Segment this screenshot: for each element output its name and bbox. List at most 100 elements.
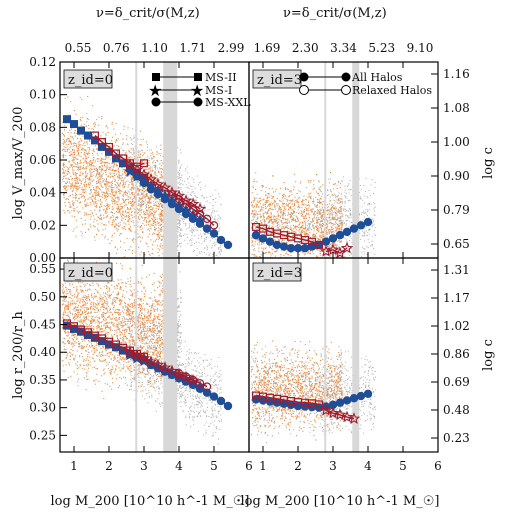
data-point xyxy=(188,204,198,214)
panel-frame xyxy=(248,257,439,453)
legend-all-marker-b xyxy=(341,72,351,82)
data-point xyxy=(216,235,226,245)
right-tick-label: 1.31 xyxy=(443,263,470,277)
data-point xyxy=(62,321,71,330)
frame-layer xyxy=(59,61,439,453)
data-point xyxy=(333,408,347,421)
data-point xyxy=(123,158,137,171)
top-tick-label: 2.99 xyxy=(218,41,245,55)
y-tick-label: 0.10 xyxy=(29,88,56,102)
data-point xyxy=(202,388,212,397)
grey-band xyxy=(324,258,327,452)
data-point xyxy=(165,364,179,377)
x-tick-label: 6 xyxy=(434,459,442,473)
y-axis-title-top: log V_max/V_200 xyxy=(11,107,26,220)
legend-square-marker-b xyxy=(194,73,202,81)
data-point xyxy=(340,410,354,423)
series-line xyxy=(171,193,215,226)
y-tick-label: 0.40 xyxy=(29,345,56,359)
top-tick-label: 2.30 xyxy=(292,41,319,55)
series-line xyxy=(178,372,208,388)
data-point xyxy=(209,221,219,230)
data-point xyxy=(335,398,345,407)
x-tick-label: 4 xyxy=(364,459,372,473)
data-point xyxy=(62,115,71,124)
data-point xyxy=(326,406,340,419)
data-point xyxy=(158,181,172,193)
right-tick-label: 0.90 xyxy=(443,169,470,183)
band-layer xyxy=(135,62,360,452)
data-point xyxy=(328,234,338,243)
data-point xyxy=(144,355,158,367)
tick-label-layer: 0.00 0.02 0.04 0.06 0.08 0.10 0.12 0.55 0.76 1.10… xyxy=(29,41,469,473)
x-tick-label: 5 xyxy=(210,459,218,473)
panel-label-bottom-right: z_id=3 xyxy=(252,262,302,282)
y-tick-label: 0.08 xyxy=(29,120,56,134)
data-point xyxy=(167,190,177,199)
data-point xyxy=(342,227,352,237)
right-tick-label: 0.23 xyxy=(443,431,470,445)
data-point xyxy=(315,240,324,249)
data-point xyxy=(300,243,310,253)
data-point xyxy=(279,242,289,251)
legend-circle-marker-b xyxy=(193,97,203,107)
y-tick-label: 0.04 xyxy=(29,186,56,200)
legend-star-marker-b: ★ xyxy=(190,81,204,100)
x-axis-title-right: log M_200 [10^10 h^-1 M_☉] xyxy=(241,494,440,509)
right-tick-label: 0.69 xyxy=(443,375,470,389)
z-label-top-left: z_id=0 xyxy=(68,73,113,88)
y-tick-label: 0.45 xyxy=(29,318,56,332)
y-tick-label: 0.30 xyxy=(29,401,56,415)
legend-label-ms-i: MS-I xyxy=(205,84,232,97)
data-point xyxy=(123,345,137,358)
x-tick-label: 2 xyxy=(294,459,302,473)
z-label-bottom-left: z_id=0 xyxy=(68,266,113,281)
data-point xyxy=(174,194,184,204)
data-point xyxy=(137,351,151,364)
data-point xyxy=(347,412,361,425)
legend-circle-marker-a xyxy=(151,97,161,107)
data-point xyxy=(195,209,205,219)
x-axis-title-left: log M_200 [10^10 h^-1 M_☉] xyxy=(51,494,250,509)
top-tick-label: 5.23 xyxy=(368,41,395,55)
data-point xyxy=(349,224,359,233)
data-point xyxy=(137,168,151,180)
data-point xyxy=(272,240,282,250)
data-point xyxy=(104,142,113,151)
data-point xyxy=(209,392,219,401)
legend-square-marker-a xyxy=(152,73,160,81)
data-point xyxy=(209,229,219,238)
top-axis-title-left: ν=δ_crit/σ(M,z) xyxy=(96,6,200,21)
data-point xyxy=(90,131,99,140)
data-point xyxy=(158,361,172,374)
grey-band xyxy=(352,62,360,258)
legend-label-ms-xxl: MS-XXL xyxy=(205,96,251,109)
data-point xyxy=(181,372,191,381)
z-label-bottom-right: z_id=3 xyxy=(257,266,302,281)
y-tick-label: 0.25 xyxy=(29,428,56,442)
data-point xyxy=(335,230,345,240)
data-point xyxy=(140,159,149,168)
x-tick-label: 1 xyxy=(70,459,78,473)
legend-relaxed-marker-b xyxy=(341,85,351,95)
y-tick-label: 0.06 xyxy=(29,153,56,167)
right-tick-label: 0.86 xyxy=(443,347,470,361)
right-tick-label: 1.00 xyxy=(443,135,470,149)
data-point xyxy=(319,403,333,416)
legend-star-marker-a: ★ xyxy=(148,81,162,100)
y-axis-title-bottom: log r_200/r_h xyxy=(11,311,26,399)
y-tick-label: 0.02 xyxy=(29,218,56,232)
data-point xyxy=(342,396,352,405)
data-point xyxy=(202,224,212,233)
data-point xyxy=(202,382,212,391)
data-point xyxy=(195,379,205,388)
scatter-cloud-top-left xyxy=(61,95,222,258)
x-tick-label: 3 xyxy=(329,459,337,473)
data-point xyxy=(174,369,184,378)
data-point xyxy=(151,358,165,371)
top-tick-label: 1.69 xyxy=(254,41,281,55)
x-tick-label: 3 xyxy=(140,459,148,473)
grey-band xyxy=(135,62,138,258)
top-tick-label: 0.55 xyxy=(65,41,92,55)
data-point xyxy=(144,173,158,185)
